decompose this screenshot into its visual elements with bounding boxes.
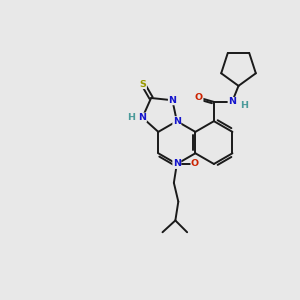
Text: S: S	[140, 80, 146, 88]
Text: N: N	[168, 96, 176, 105]
Text: O: O	[191, 160, 199, 169]
Text: N: N	[173, 160, 181, 169]
Text: N: N	[228, 98, 236, 106]
Text: O: O	[195, 93, 203, 102]
Text: H: H	[127, 113, 135, 122]
Text: N: N	[138, 113, 146, 122]
Text: N: N	[173, 117, 181, 126]
Text: H: H	[240, 100, 248, 109]
